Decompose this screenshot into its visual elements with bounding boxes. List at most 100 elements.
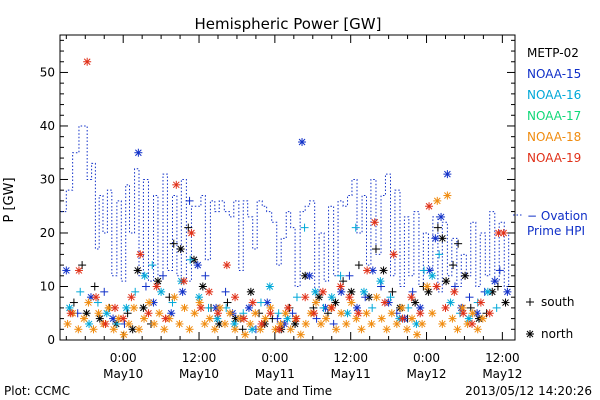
data-point-noaa-18 bbox=[89, 325, 98, 334]
data-point-metp-02 bbox=[169, 239, 178, 248]
data-point-noaa-19 bbox=[476, 298, 485, 307]
y-tick-label: 50 bbox=[40, 65, 55, 79]
data-point-noaa-18 bbox=[438, 319, 447, 328]
data-point-metp-02 bbox=[133, 266, 142, 275]
data-point-metp-02 bbox=[176, 245, 185, 254]
x-tick-time-label: 0:00 bbox=[110, 351, 137, 365]
data-point-noaa-15 bbox=[244, 303, 253, 312]
data-point-noaa-15 bbox=[141, 282, 150, 291]
data-point-noaa-18 bbox=[74, 325, 83, 334]
data-point-noaa-16 bbox=[412, 319, 421, 328]
data-point-noaa-18 bbox=[170, 293, 179, 302]
data-point-noaa-15 bbox=[450, 282, 459, 291]
data-point-noaa-18 bbox=[301, 319, 310, 328]
marker-key: south north bbox=[526, 295, 575, 341]
data-point-noaa-19 bbox=[92, 293, 101, 302]
data-point-noaa-16 bbox=[168, 298, 177, 307]
data-point-noaa-18 bbox=[448, 314, 457, 323]
data-point-metp-02 bbox=[466, 303, 475, 312]
data-point-noaa-16 bbox=[122, 303, 131, 312]
data-point-noaa-18 bbox=[160, 325, 169, 334]
ovation-line-layer bbox=[61, 125, 510, 293]
data-point-noaa-15 bbox=[178, 287, 187, 296]
legend: METP-02 NOAA-15 NOAA-16 NOAA-17 NOAA-18 NOAA-… bbox=[527, 46, 581, 165]
data-point-noaa-15 bbox=[490, 277, 499, 286]
data-point-noaa-18 bbox=[180, 303, 189, 312]
data-point-noaa-18 bbox=[402, 325, 411, 334]
data-point-noaa-15 bbox=[443, 170, 452, 179]
data-point-noaa-19 bbox=[345, 293, 354, 302]
data-point-noaa-16 bbox=[359, 287, 368, 296]
data-point-noaa-18 bbox=[84, 298, 93, 307]
data-point-noaa-19 bbox=[370, 218, 379, 227]
x-axis: 0:00 May10 12:00 May10 0:00 May11 12:00 May11 0:… bbox=[65, 35, 522, 381]
ovation-prime-hpi-line bbox=[61, 125, 510, 293]
data-points-layer bbox=[62, 57, 512, 339]
data-point-noaa-19 bbox=[284, 303, 293, 312]
data-point-noaa-18 bbox=[342, 319, 351, 328]
data-point-noaa-19 bbox=[441, 303, 450, 312]
data-point-noaa-19 bbox=[152, 282, 161, 291]
data-point-noaa-19 bbox=[179, 277, 188, 286]
legend-entry: NOAA-15 bbox=[527, 67, 581, 81]
x-tick-time-label: 12:00 bbox=[182, 351, 217, 365]
data-point-noaa-19 bbox=[380, 298, 389, 307]
data-point-metp-02 bbox=[291, 319, 300, 328]
data-point-noaa-18 bbox=[155, 309, 164, 318]
data-point-noaa-18 bbox=[251, 309, 260, 318]
plot-border bbox=[59, 34, 516, 341]
data-point-noaa-19 bbox=[363, 266, 372, 275]
data-point-noaa-18 bbox=[453, 325, 462, 334]
data-point-noaa-18 bbox=[104, 303, 113, 312]
data-point-noaa-19 bbox=[275, 325, 284, 334]
data-point-noaa-19 bbox=[266, 309, 275, 318]
data-point-noaa-18 bbox=[261, 314, 270, 323]
data-point-noaa-18 bbox=[296, 330, 305, 339]
data-point-noaa-15 bbox=[408, 287, 417, 296]
data-point-noaa-18 bbox=[256, 325, 265, 334]
data-point-noaa-19 bbox=[416, 309, 425, 318]
data-point-noaa-19 bbox=[213, 309, 222, 318]
x-tick-date-label: May12 bbox=[406, 367, 446, 381]
data-point-noaa-18 bbox=[413, 330, 422, 339]
data-point-metp-02 bbox=[501, 298, 510, 307]
data-point-noaa-16 bbox=[483, 287, 492, 296]
data-point-noaa-15 bbox=[377, 282, 386, 291]
data-point-noaa-18 bbox=[372, 293, 381, 302]
legend-entry: METP-02 bbox=[527, 46, 579, 60]
data-point-noaa-18 bbox=[175, 319, 184, 328]
data-point-metp-02 bbox=[153, 277, 162, 286]
data-point-noaa-15 bbox=[100, 287, 109, 296]
data-point-noaa-16 bbox=[311, 287, 320, 296]
x-tick-date-label: May12 bbox=[482, 367, 522, 381]
data-point-noaa-18 bbox=[377, 314, 386, 323]
data-point-noaa-16 bbox=[376, 277, 385, 286]
data-point-noaa-19 bbox=[110, 303, 119, 312]
data-point-metp-02 bbox=[90, 282, 99, 291]
data-point-noaa-16 bbox=[492, 303, 501, 312]
data-point-noaa-18 bbox=[205, 314, 214, 323]
data-point-noaa-18 bbox=[210, 325, 219, 334]
data-point-noaa-16 bbox=[230, 319, 239, 328]
data-point-noaa-19 bbox=[119, 314, 128, 323]
data-point-noaa-19 bbox=[161, 314, 170, 323]
data-point-noaa-16 bbox=[213, 314, 222, 323]
data-point-noaa-18 bbox=[124, 319, 133, 328]
y-tick-label: 10 bbox=[40, 279, 55, 293]
marker-key-label: south bbox=[541, 295, 575, 309]
data-point-noaa-19 bbox=[468, 319, 477, 328]
data-point-noaa-19 bbox=[389, 250, 398, 259]
data-point-noaa-15 bbox=[361, 293, 370, 302]
data-point-noaa-16 bbox=[140, 271, 149, 280]
data-point-noaa-15 bbox=[201, 271, 210, 280]
legend-entry: NOAA-18 bbox=[527, 130, 581, 144]
data-point-noaa-18 bbox=[387, 309, 396, 318]
data-point-noaa-16 bbox=[386, 293, 395, 302]
data-point-noaa-19 bbox=[398, 314, 407, 323]
data-point-noaa-18 bbox=[195, 298, 204, 307]
data-point-noaa-19 bbox=[310, 309, 319, 318]
data-point-metp-02 bbox=[379, 266, 388, 275]
data-point-noaa-16 bbox=[195, 293, 204, 302]
data-point-noaa-19 bbox=[101, 319, 110, 328]
data-point-metp-02 bbox=[354, 261, 363, 270]
